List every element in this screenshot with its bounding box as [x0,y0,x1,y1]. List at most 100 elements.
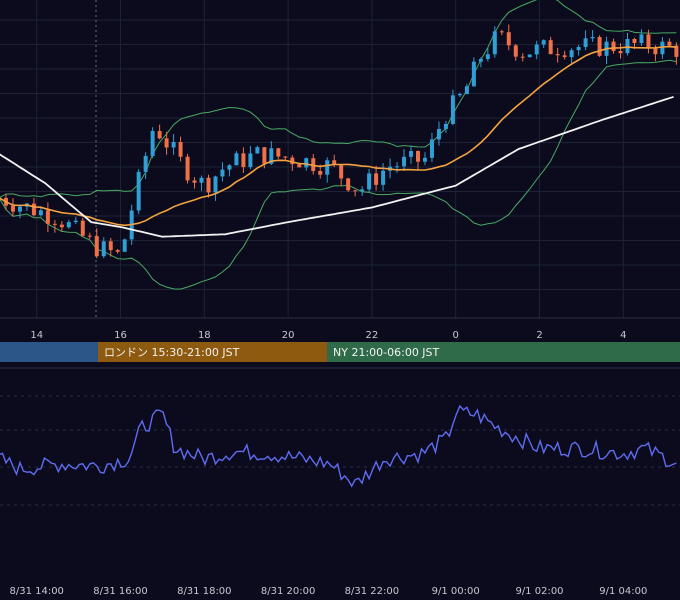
candle-body [556,54,560,55]
session-bar: ロンドン 15:30-21:00 JST NY 21:00-06:00 JST [0,342,680,362]
candle[interactable] [151,127,155,158]
candle-body [18,207,22,212]
price-x-tick-label: 20 [282,330,295,341]
candle-body [186,157,190,181]
candle-body [542,40,546,44]
candle-body [74,221,78,222]
candle-body [472,62,476,87]
price-x-tick-label: 16 [114,330,127,341]
candle-body [144,156,148,172]
candle-body [402,157,406,166]
candle[interactable] [123,239,127,253]
candle-body [304,158,308,167]
candle-body [528,54,532,57]
candle-body [486,54,490,59]
candle-body [172,142,176,147]
candle-body [430,139,434,157]
candle[interactable] [346,178,350,192]
candle-body [632,39,636,43]
candle-body [577,47,581,50]
candle-body [123,239,127,251]
candle-body [493,31,497,54]
candle-body [584,38,588,47]
candle-body [165,138,169,147]
candle-body [276,148,280,156]
price-x-tick-label: 14 [30,330,43,341]
candle[interactable] [472,57,476,86]
candle-body [88,236,92,237]
candle-body [53,224,57,225]
candle-body [521,57,525,58]
candle-body [612,42,616,51]
candle[interactable] [598,35,602,57]
oscillator-x-tick-label: 8/31 20:00 [261,586,315,597]
candle-body [626,39,630,53]
price-x-tick-label: 22 [366,330,379,341]
candle-body [109,241,113,250]
candle-body [465,86,469,94]
oscillator-x-tick-label: 9/1 02:00 [515,586,563,597]
candle-body [395,166,399,167]
candle-body [220,170,224,177]
candle-body [179,142,183,157]
candle-body [248,153,252,167]
candle-body [360,189,364,191]
candle-body [95,236,99,256]
candle[interactable] [81,218,85,237]
candle-body [437,129,441,140]
candle-body [283,157,287,158]
price-x-tick-label: 18 [198,330,211,341]
candle-body [241,153,245,167]
candle-body [535,45,539,55]
candle-body [234,153,238,165]
oscillator-x-tick-label: 8/31 22:00 [345,586,399,597]
candle-body [116,250,120,252]
candle-body [479,59,483,62]
candle-body [158,131,162,138]
candle-body [213,176,217,192]
candle-body [346,178,350,190]
candle-body [137,172,141,211]
candle-body [381,171,385,185]
price-x-tick-label: 4 [620,330,626,341]
candle-body [297,164,301,167]
candle-body [563,55,567,57]
oscillator-x-tick-label: 8/31 18:00 [177,586,231,597]
candle-body [193,180,197,182]
candle-body [353,190,357,191]
candle-body [653,49,657,55]
candle-body [619,51,623,53]
candle-body [667,42,671,46]
candle-body [67,222,71,227]
candle-body [339,165,343,179]
price-x-tick-label: 0 [453,330,459,341]
candle-body [367,173,371,189]
oscillator-x-tick-label: 9/1 00:00 [432,586,480,597]
candle[interactable] [186,154,190,183]
candle-body [227,165,231,169]
price-x-tick-label: 2 [536,330,542,341]
candle-body [11,206,15,212]
candle-body [151,131,155,156]
candle-body [32,204,36,216]
candle-body [451,95,455,124]
candle-body [646,34,650,48]
candle-body [514,45,518,56]
candle-body [591,37,595,38]
candle-body [639,34,643,43]
oscillator-x-tick-label: 9/1 04:00 [599,586,647,597]
session-ny-label: NY 21:00-06:00 JST [333,346,440,359]
oscillator-x-tick-label: 8/31 16:00 [93,586,147,597]
candle-body [102,241,106,256]
candle-body [549,40,553,54]
candle-body [46,210,50,224]
candle-body [570,50,574,57]
session-tokyo[interactable] [0,342,98,362]
candle-body [500,31,504,32]
candle-body [444,124,448,129]
candle[interactable] [137,169,141,214]
session-london-label: ロンドン 15:30-21:00 JST [104,346,240,359]
candle-body [318,171,322,175]
